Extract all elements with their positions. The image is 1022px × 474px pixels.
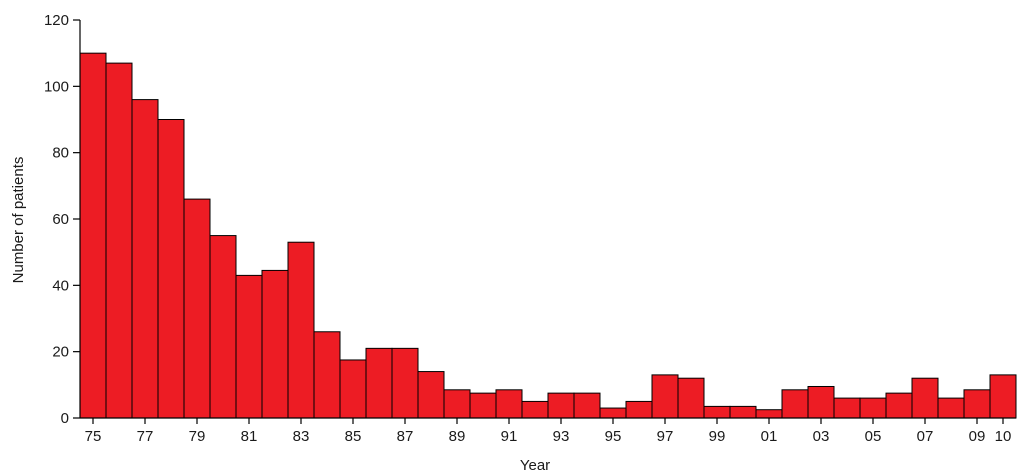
x-tick-label: 95 (605, 428, 622, 445)
bar-91 (495, 389, 523, 419)
y-tick-label: 0 (61, 410, 69, 427)
bar-80 (209, 235, 237, 419)
bar-98 (677, 377, 705, 419)
bar-06 (885, 392, 913, 419)
y-axis-title: Number of patients (10, 157, 27, 284)
y-tick-label: 40 (52, 277, 69, 294)
x-tick-label: 05 (865, 428, 882, 445)
bar-75 (79, 52, 107, 419)
x-tick-label: 93 (553, 428, 570, 445)
x-tick-label: 99 (709, 428, 726, 445)
bar-84 (313, 331, 341, 419)
bar-81 (235, 274, 263, 419)
x-tick-label: 97 (657, 428, 674, 445)
bar-78 (157, 119, 185, 419)
bar-77 (131, 99, 159, 419)
x-tick-label: 85 (345, 428, 362, 445)
bars-group (79, 52, 1017, 419)
bar-99 (703, 405, 731, 419)
bar-02 (781, 389, 809, 419)
x-axis: 75 77 79 81 83 85 87 89 91 93 95 97 99 01 03 05 07 09 10 (80, 417, 1016, 445)
bar-87 (391, 347, 419, 419)
bar-05 (859, 397, 887, 419)
bar-79 (183, 198, 211, 419)
y-axis: 0 20 40 60 80 100 120 (44, 12, 81, 427)
x-tick-label: 83 (293, 428, 310, 445)
x-tick-label: 87 (397, 428, 414, 445)
bar-82 (261, 269, 289, 419)
bar-85 (339, 359, 367, 419)
bar-76 (105, 62, 133, 419)
y-tick-label: 100 (44, 78, 69, 95)
bar-96 (625, 400, 653, 419)
bar-83 (287, 241, 315, 419)
bar-86 (365, 347, 393, 419)
bar-08 (937, 397, 965, 419)
bar-94 (573, 392, 601, 419)
y-tick-label: 20 (52, 344, 69, 361)
bar-03 (807, 385, 835, 419)
bar-88 (417, 371, 445, 419)
bar-09 (963, 389, 991, 419)
x-tick-label: 07 (917, 428, 934, 445)
x-tick-label: 03 (813, 428, 830, 445)
x-tick-label: 01 (761, 428, 778, 445)
bar-89 (443, 389, 471, 419)
x-tick-label: 10 (995, 428, 1012, 445)
bar-07 (911, 377, 939, 419)
x-tick-label: 89 (449, 428, 466, 445)
y-tick-label: 120 (44, 12, 69, 29)
bar-04 (833, 397, 861, 419)
y-tick-label: 60 (52, 211, 69, 228)
bar-92 (521, 400, 549, 419)
bar-95 (599, 407, 627, 419)
bar-00 (729, 405, 757, 419)
x-tick-label: 09 (969, 428, 986, 445)
bar-90 (469, 392, 497, 419)
bar-01 (755, 409, 783, 419)
x-tick-label: 91 (501, 428, 518, 445)
x-axis-title: Year (520, 457, 550, 474)
x-tick-label: 81 (241, 428, 258, 445)
x-tick-label: 75 (85, 428, 102, 445)
y-tick-label: 80 (52, 145, 69, 162)
bar-10 (989, 374, 1017, 419)
x-tick-label: 79 (189, 428, 206, 445)
x-tick-label: 77 (137, 428, 154, 445)
bar-97 (651, 374, 679, 419)
bar-93 (547, 392, 575, 419)
